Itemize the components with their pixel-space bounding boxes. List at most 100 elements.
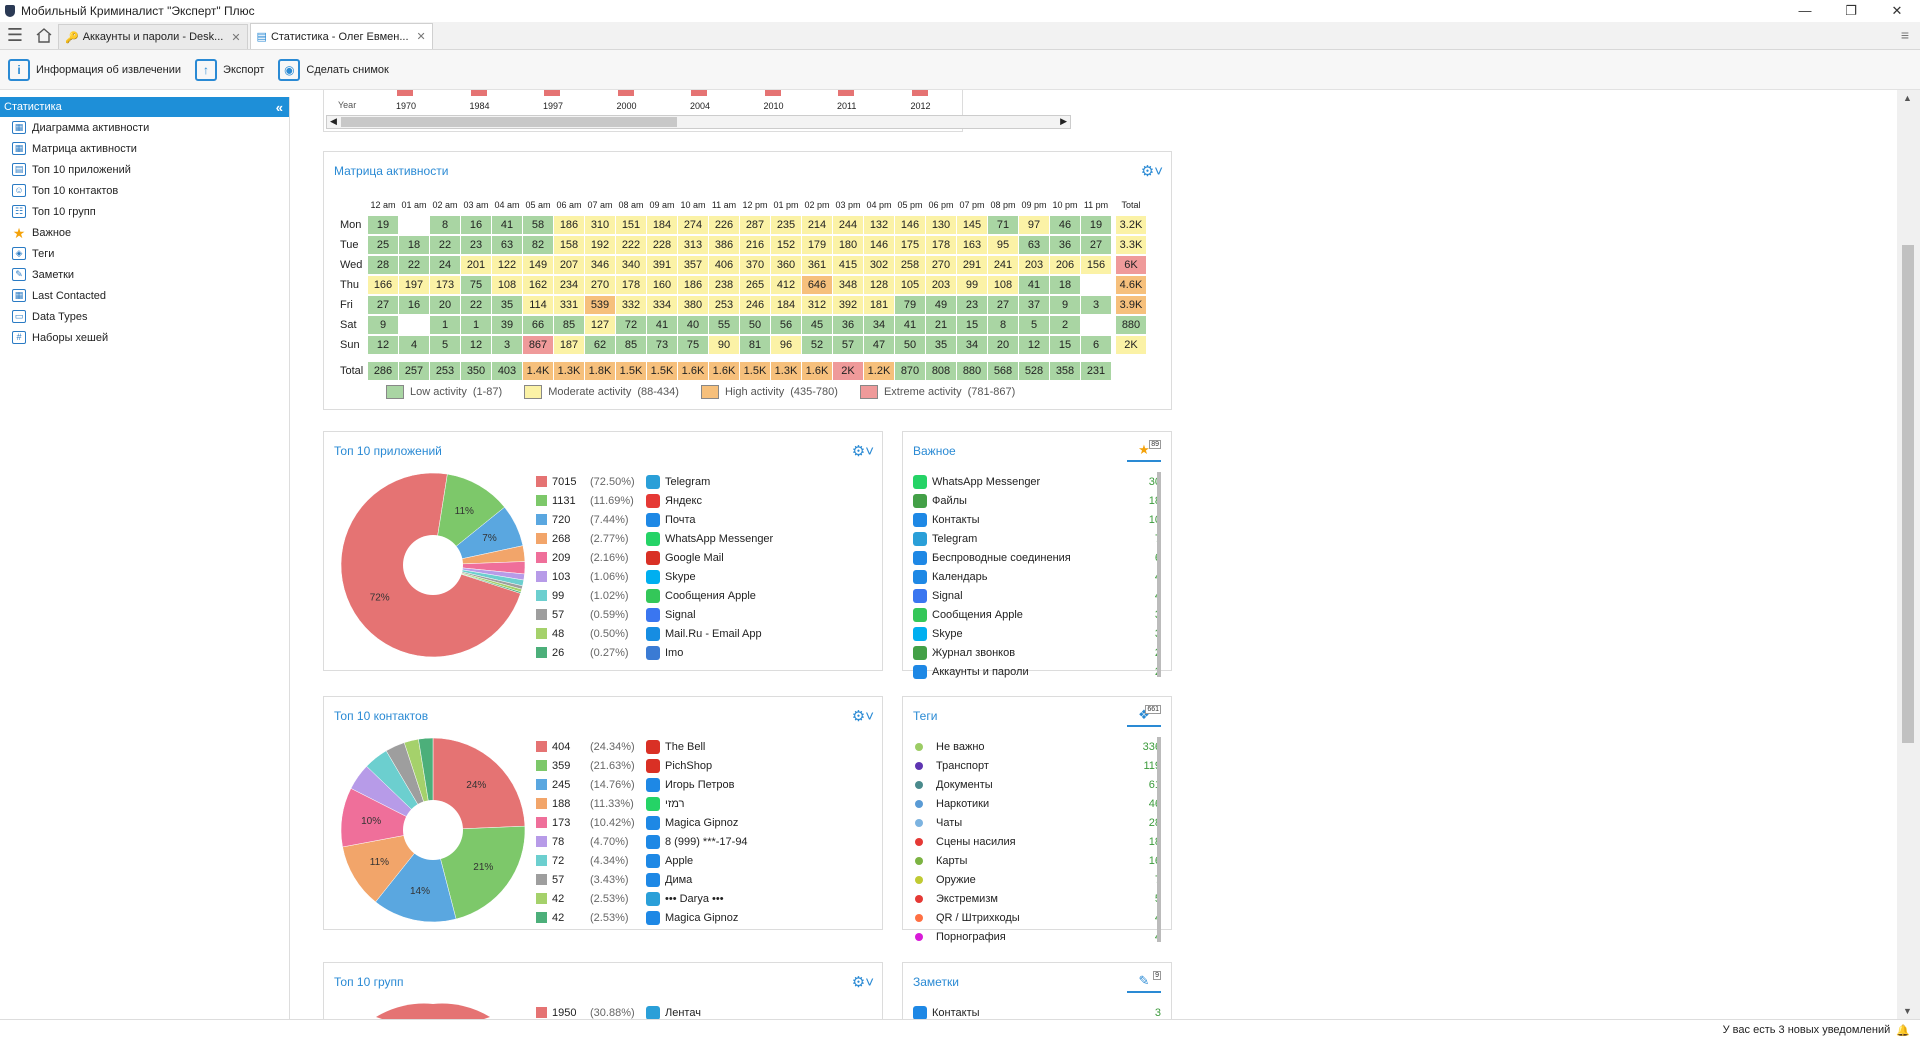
pie-slice[interactable] <box>432 825 526 920</box>
matrix-cell[interactable]: 184 <box>647 216 677 234</box>
matrix-cell[interactable]: 302 <box>864 256 894 274</box>
matrix-cell[interactable]: 40 <box>678 316 708 334</box>
matrix-cell[interactable]: 25 <box>368 236 398 254</box>
matrix-cell[interactable]: 340 <box>616 256 646 274</box>
matrix-cell[interactable]: 380 <box>678 296 708 314</box>
list-item[interactable]: Telegram7 <box>913 529 1161 548</box>
note-icon[interactable]: ✎ 9 <box>1127 971 1161 993</box>
matrix-cell[interactable]: 226 <box>709 216 739 234</box>
matrix-cell[interactable]: 5 <box>430 336 460 354</box>
matrix-cell[interactable]: 234 <box>554 276 584 294</box>
list-item[interactable]: 78 (4.70%) 8 (999) ***-17-94 <box>536 832 748 851</box>
list-item[interactable]: Журнал звонков2 <box>913 643 1161 662</box>
matrix-cell[interactable]: 244 <box>833 216 863 234</box>
matrix-cell[interactable]: 24 <box>430 256 460 274</box>
matrix-cell[interactable]: 178 <box>926 236 956 254</box>
matrix-cell[interactable]: 332 <box>616 296 646 314</box>
matrix-cell[interactable]: 867 <box>523 336 553 354</box>
matrix-cell[interactable]: 166 <box>368 276 398 294</box>
matrix-cell[interactable]: 235 <box>771 216 801 234</box>
matrix-cell[interactable]: 201 <box>461 256 491 274</box>
main-vertical-scrollbar[interactable]: ▲ ▼ <box>1897 90 1920 1019</box>
home-icon[interactable] <box>30 21 58 49</box>
matrix-cell[interactable]: 62 <box>585 336 615 354</box>
list-item[interactable]: Сцены насилия 18 <box>913 832 1161 851</box>
matrix-cell[interactable]: 63 <box>1019 236 1049 254</box>
list-item[interactable]: Оружие7 <box>913 870 1161 889</box>
matrix-cell[interactable]: 66 <box>523 316 553 334</box>
matrix-cell[interactable]: 19 <box>1081 216 1111 234</box>
list-item[interactable]: Файлы 18 <box>913 491 1161 510</box>
list-item[interactable]: Транспорт 119 <box>913 756 1161 775</box>
matrix-cell[interactable]: 108 <box>492 276 522 294</box>
matrix-cell[interactable]: 646 <box>802 276 832 294</box>
matrix-cell[interactable]: 334 <box>647 296 677 314</box>
matrix-cell[interactable]: 312 <box>802 296 832 314</box>
snapshot-button[interactable]: ◉ Сделать снимок <box>278 58 389 81</box>
matrix-cell[interactable]: 15 <box>1050 336 1080 354</box>
matrix-cell[interactable]: 41 <box>895 316 925 334</box>
list-item[interactable]: 103 (1.06%) Skype <box>536 567 773 586</box>
matrix-cell[interactable]: 50 <box>895 336 925 354</box>
scroll-thumb[interactable] <box>341 117 677 127</box>
matrix-cell[interactable]: 35 <box>926 336 956 354</box>
matrix-cell[interactable]: 146 <box>864 236 894 254</box>
matrix-cell[interactable]: 207 <box>554 256 584 274</box>
matrix-cell[interactable]: 146 <box>895 216 925 234</box>
list-item[interactable]: 42 (2.53%) ••• Darya ••• <box>536 889 748 908</box>
matrix-cell[interactable]: 3 <box>492 336 522 354</box>
matrix-cell[interactable]: 58 <box>523 216 553 234</box>
matrix-cell[interactable]: 203 <box>1019 256 1049 274</box>
matrix-cell[interactable]: 184 <box>771 296 801 314</box>
list-item[interactable]: 99 (1.02%) Сообщения Apple <box>536 586 773 605</box>
matrix-cell[interactable]: 181 <box>864 296 894 314</box>
matrix-cell[interactable]: 287 <box>740 216 770 234</box>
matrix-cell[interactable]: 151 <box>616 216 646 234</box>
matrix-cell[interactable]: 97 <box>1019 216 1049 234</box>
matrix-cell[interactable]: 72 <box>616 316 646 334</box>
matrix-cell[interactable]: 360 <box>771 256 801 274</box>
list-item[interactable]: 1131 (11.69%) Яндекс <box>536 491 773 510</box>
sidebar-item[interactable]: ▤ Топ 10 приложений <box>0 159 289 180</box>
matrix-cell[interactable]: 37 <box>1019 296 1049 314</box>
list-item[interactable]: 42 (2.53%) Magica Gipnoz <box>536 908 748 927</box>
matrix-cell[interactable]: 23 <box>957 296 987 314</box>
sidebar-item[interactable]: # Наборы хешей <box>0 327 289 348</box>
list-item[interactable]: Наркотики 46 <box>913 794 1161 813</box>
matrix-cell[interactable]: 50 <box>740 316 770 334</box>
matrix-cell[interactable]: 8 <box>430 216 460 234</box>
matrix-cell[interactable]: 41 <box>647 316 677 334</box>
matrix-cell[interactable]: 20 <box>988 336 1018 354</box>
list-item[interactable]: Беспроводные соединения6 <box>913 548 1161 567</box>
matrix-cell[interactable]: 331 <box>554 296 584 314</box>
matrix-cell[interactable]: 56 <box>771 316 801 334</box>
list-item[interactable]: 7015 (72.50%) Telegram <box>536 472 773 491</box>
matrix-cell[interactable]: 348 <box>833 276 863 294</box>
matrix-cell[interactable]: 22 <box>461 296 491 314</box>
matrix-cell[interactable]: 35 <box>492 296 522 314</box>
matrix-cell[interactable]: 539 <box>585 296 615 314</box>
matrix-cell[interactable]: 415 <box>833 256 863 274</box>
matrix-cell[interactable]: 81 <box>740 336 770 354</box>
matrix-cell[interactable]: 34 <box>957 336 987 354</box>
matrix-cell[interactable]: 313 <box>678 236 708 254</box>
scroll-down-icon[interactable]: ▼ <box>1903 1006 1912 1016</box>
matrix-cell[interactable]: 85 <box>554 316 584 334</box>
matrix-cell[interactable]: 47 <box>864 336 894 354</box>
matrix-cell[interactable]: 391 <box>647 256 677 274</box>
matrix-cell[interactable]: 41 <box>492 216 522 234</box>
matrix-cell[interactable]: 160 <box>647 276 677 294</box>
list-item[interactable]: 26 (0.27%) Imo <box>536 643 773 662</box>
close-tab-icon[interactable]: ✕ <box>416 31 426 43</box>
matrix-cell[interactable]: 12 <box>461 336 491 354</box>
matrix-cell[interactable]: 291 <box>957 256 987 274</box>
list-item[interactable]: Карты 16 <box>913 851 1161 870</box>
sidebar-item[interactable]: ✎ Заметки <box>0 264 289 285</box>
matrix-cell[interactable]: 105 <box>895 276 925 294</box>
matrix-cell[interactable]: 1 <box>461 316 491 334</box>
restore-button[interactable]: ❐ <box>1845 3 1857 18</box>
matrix-cell[interactable]: 46 <box>1050 216 1080 234</box>
matrix-cell[interactable]: 99 <box>957 276 987 294</box>
matrix-cell[interactable]: 203 <box>926 276 956 294</box>
list-item[interactable]: 57 (0.59%) Signal <box>536 605 773 624</box>
